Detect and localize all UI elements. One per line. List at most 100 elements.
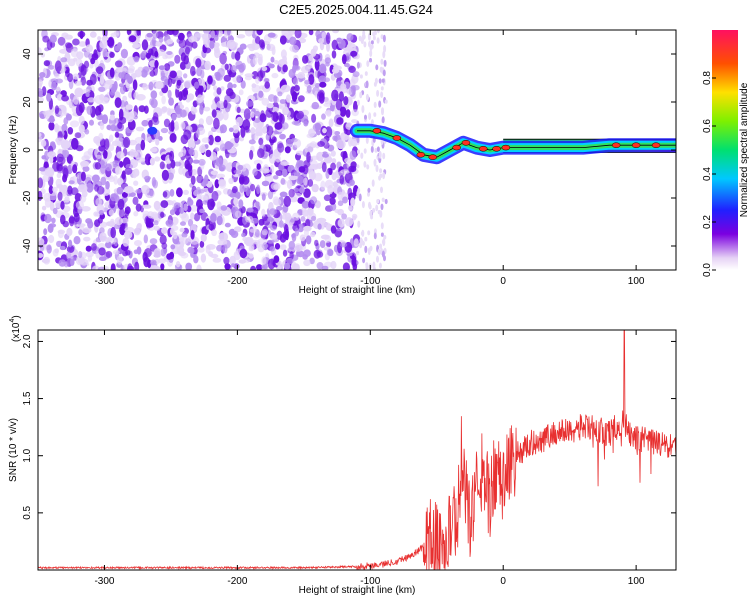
noise-speck [321, 265, 329, 270]
noise-speck [135, 203, 142, 212]
noise-speck [43, 60, 51, 67]
signal-hotspot [416, 152, 426, 158]
signal-hotspot [651, 142, 661, 148]
noise-speck [169, 189, 175, 197]
noise-speck [121, 191, 128, 198]
noise-speck [60, 57, 68, 63]
noise-speck [366, 60, 370, 67]
noise-speck [68, 180, 75, 185]
noise-speck [47, 65, 55, 70]
noise-speck [352, 71, 360, 78]
noise-speck [95, 154, 102, 159]
noise-speck [380, 58, 384, 65]
noise-speck [351, 213, 358, 220]
noise-speck [148, 120, 153, 128]
noise-speck [183, 73, 188, 79]
noise-speck [375, 64, 379, 71]
noise-speck [68, 239, 73, 248]
page-title: C2E5.2025.004.11.45.G24 [279, 2, 433, 17]
noise-speck [170, 159, 176, 169]
noise-speck [378, 262, 382, 269]
noise-speck [308, 30, 314, 36]
noise-speck [376, 30, 380, 34]
noise-speck [372, 261, 376, 270]
noise-speck [370, 145, 374, 153]
noise-speck [314, 239, 319, 247]
noise-speck [356, 61, 360, 69]
noise-speck [48, 121, 55, 131]
noise-speck [190, 247, 195, 254]
noise-speck [118, 83, 124, 88]
noise-speck [234, 51, 241, 61]
noise-speck [302, 55, 309, 64]
noise-speck [60, 139, 71, 150]
noise-speck [245, 237, 253, 246]
noise-speck [343, 96, 349, 106]
noise-speck [168, 97, 175, 106]
noise-speck [210, 213, 217, 223]
noise-speck [81, 206, 91, 212]
noise-speck [357, 149, 360, 155]
noise-speck [198, 158, 206, 166]
spectrogram-y-tick-label: 40 [22, 48, 33, 60]
noise-speck [359, 237, 363, 244]
noise-speck [200, 253, 207, 263]
noise-speck [167, 77, 173, 88]
noise-speck [250, 127, 256, 135]
noise-speck [153, 225, 160, 231]
noise-speck [273, 255, 280, 263]
noise-speck [166, 162, 172, 170]
noise-speck [283, 195, 291, 207]
noise-speck [59, 245, 66, 251]
noise-speck [107, 236, 113, 242]
noise-speck [363, 161, 367, 168]
noise-speck [170, 244, 176, 250]
noise-speck [179, 207, 185, 214]
noise-speck [219, 124, 227, 134]
noise-speck [375, 204, 379, 212]
noise-speck [117, 198, 125, 210]
noise-speck [187, 218, 194, 227]
noise-speck [339, 175, 345, 185]
noise-speck [289, 196, 298, 203]
colorbar-tick-label: 0.2 [702, 215, 713, 229]
noise-speck [98, 247, 106, 256]
noise-speck [223, 256, 230, 265]
noise-speck [183, 189, 189, 195]
noise-speck [325, 32, 331, 45]
noise-speck [279, 35, 287, 45]
noise-speck [46, 39, 53, 51]
noise-speck [189, 147, 194, 157]
colorbar-tick-label: 0.6 [702, 119, 713, 133]
noise-speck [304, 145, 314, 154]
noise-speck [349, 150, 357, 161]
noise-speck [372, 35, 376, 41]
noise-speck [325, 61, 330, 67]
noise-speck [218, 232, 229, 242]
noise-speck [244, 258, 251, 263]
noise-speck [245, 215, 254, 223]
noise-speck [52, 162, 60, 172]
noise-speck [190, 105, 197, 115]
noise-speck [224, 222, 231, 228]
spectrogram-y-label: Frequency (Hz) [8, 116, 19, 185]
noise-speck [57, 191, 63, 201]
noise-speck [196, 94, 204, 104]
noise-speck [41, 205, 47, 211]
noise-speck [110, 32, 120, 38]
noise-speck [377, 248, 381, 256]
noise-speck [202, 33, 208, 43]
noise-speck [319, 81, 327, 88]
noise-speck [378, 100, 382, 108]
noise-speck [244, 73, 254, 78]
colorbar-tick-label: 0.4 [702, 167, 713, 181]
noise-speck [366, 164, 370, 170]
noise-speck [184, 159, 190, 170]
noise-speck [261, 229, 268, 236]
noise-speck [38, 167, 47, 172]
noise-speck [72, 38, 80, 46]
noise-speck [325, 126, 333, 138]
noise-speck [314, 122, 322, 131]
noise-speck [144, 153, 152, 166]
snr-x-tick-label: -300 [94, 576, 114, 587]
